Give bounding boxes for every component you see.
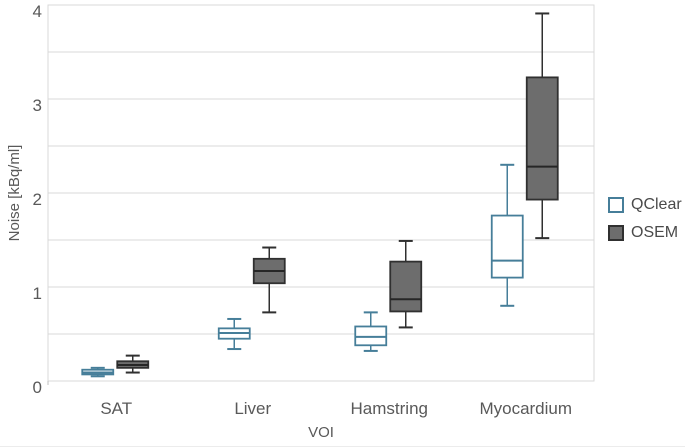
legend: QClear OSEM: [608, 196, 682, 242]
legend-item-qclear: QClear: [608, 196, 682, 214]
legend-label-osem: OSEM: [631, 224, 679, 241]
x-category-label: Hamstring: [351, 399, 428, 418]
osem-swatch-icon: [608, 225, 624, 241]
x-category-label: Myocardium: [479, 399, 572, 418]
osem-box-hamstring: [389, 260, 423, 313]
qclear-swatch-icon: [608, 197, 624, 213]
legend-item-osem: OSEM: [608, 224, 682, 242]
qclear-box-myocardium: [490, 214, 524, 279]
y-tick-label: 3: [33, 96, 42, 115]
osem-box-myocardium: [525, 76, 559, 201]
x-category-label: SAT: [100, 399, 132, 418]
legend-label-qclear: QClear: [631, 196, 682, 213]
y-tick-label: 0: [33, 378, 42, 397]
y-tick-label: 4: [33, 2, 42, 21]
y-axis-title-text: Noise [kBq/ml]: [6, 144, 23, 242]
x-axis-title: VOI: [308, 424, 334, 441]
y-tick-label: 1: [33, 284, 42, 303]
x-category-label: Liver: [234, 399, 271, 418]
plot-frame: [47, 4, 595, 382]
y-tick-label: 2: [33, 190, 42, 209]
